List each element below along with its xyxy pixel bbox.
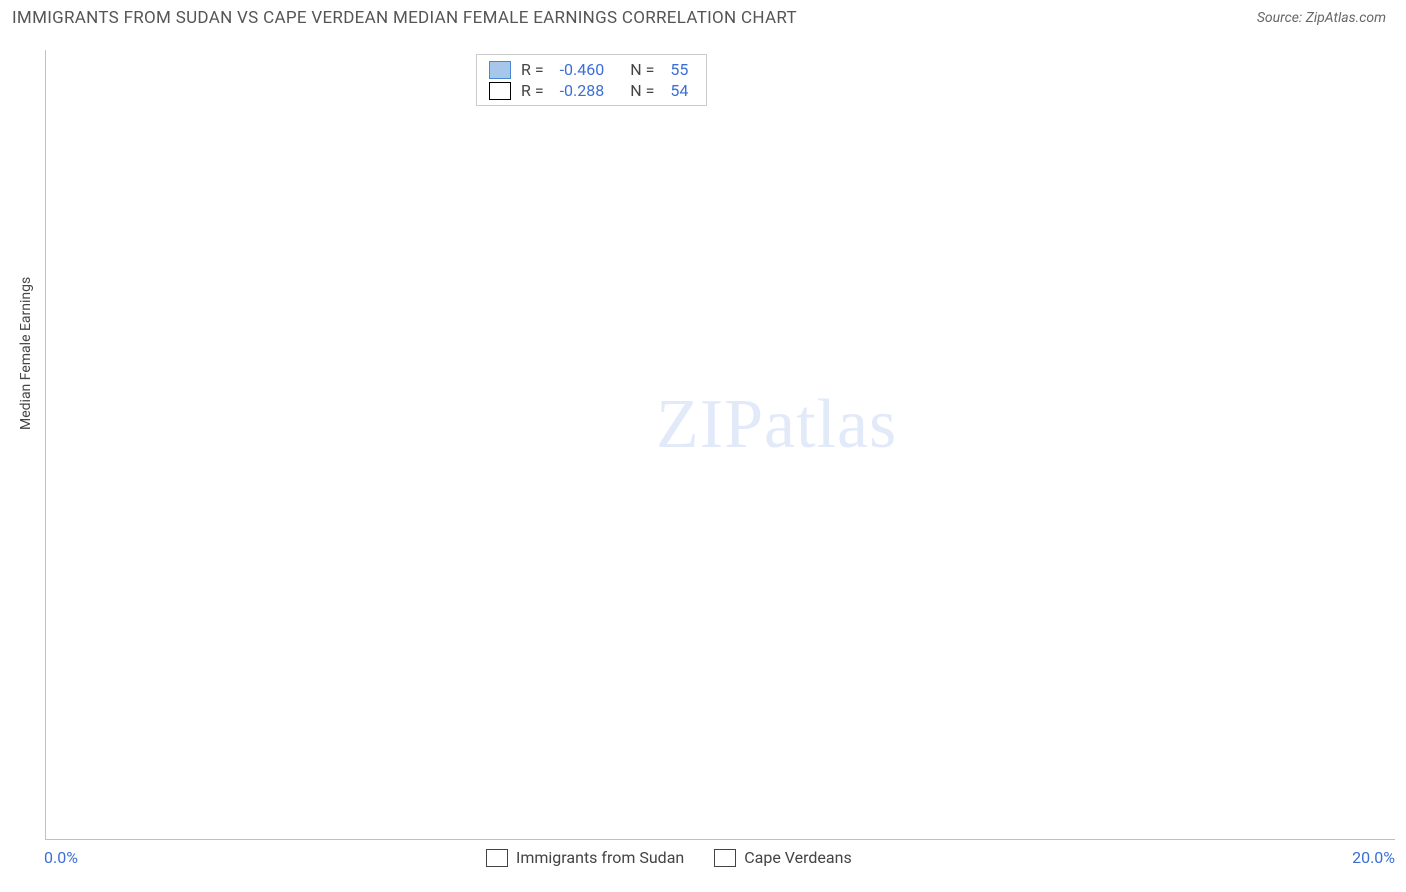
cape-r-value: -0.288	[560, 81, 605, 100]
sudan-n-value: 55	[670, 60, 688, 79]
legend-item-cape: Cape Verdeans	[714, 848, 851, 867]
sudan-r-value: -0.460	[560, 60, 605, 79]
cape-n-value: 54	[670, 81, 688, 100]
y-axis-label: Median Female Earnings	[18, 277, 34, 430]
swatch-cape-icon	[714, 849, 736, 867]
legend-item-sudan: Immigrants from Sudan	[486, 848, 684, 867]
correlation-legend: R = -0.460 N = 55 R = -0.288 N = 54	[476, 54, 707, 106]
plot-area: ZIPatlas 0.0% 20.0% R = -0.460 N = 55 R …	[45, 50, 1395, 840]
swatch-cape-icon	[489, 82, 511, 100]
swatch-sudan-icon	[489, 61, 511, 79]
n-label: N =	[630, 81, 654, 100]
n-label: N =	[630, 60, 654, 79]
xtick-min: 0.0%	[44, 848, 78, 867]
legend-row-sudan: R = -0.460 N = 55	[489, 59, 694, 80]
chart-header: IMMIGRANTS FROM SUDAN VS CAPE VERDEAN ME…	[0, 0, 1406, 32]
scatter-svg	[46, 50, 1395, 839]
r-label: R =	[521, 60, 544, 79]
swatch-sudan-icon	[486, 849, 508, 867]
series-legend: Immigrants from Sudan Cape Verdeans	[486, 848, 852, 867]
sudan-series-label: Immigrants from Sudan	[516, 848, 684, 867]
chart-source: Source: ZipAtlas.com	[1257, 10, 1386, 26]
cape-series-label: Cape Verdeans	[744, 848, 851, 867]
legend-row-cape: R = -0.288 N = 54	[489, 80, 694, 101]
chart-title: IMMIGRANTS FROM SUDAN VS CAPE VERDEAN ME…	[12, 8, 797, 28]
r-label: R =	[521, 81, 544, 100]
xtick-max: 20.0%	[1352, 848, 1395, 867]
